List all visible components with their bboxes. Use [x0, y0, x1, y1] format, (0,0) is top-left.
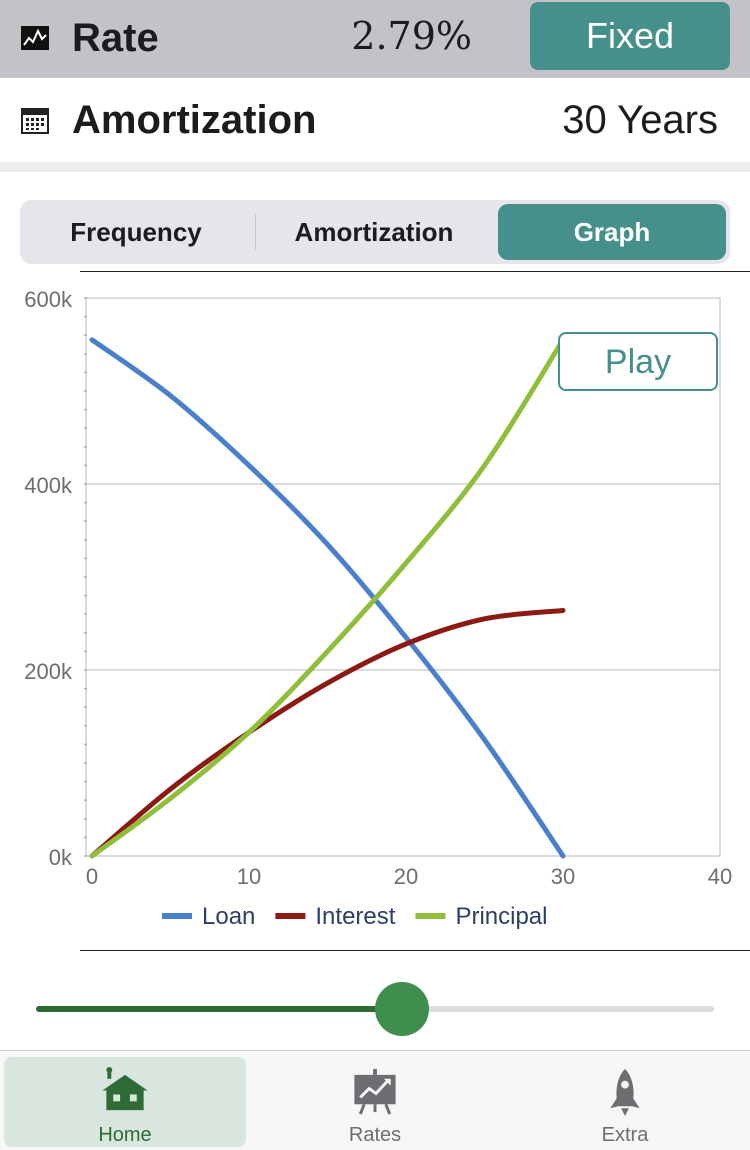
- tabbar-rates[interactable]: Rates: [254, 1057, 496, 1147]
- legend-label-interest: Interest: [315, 903, 395, 930]
- legend-swatch-loan: [162, 913, 192, 919]
- rate-row[interactable]: Rate 2.79% Fixed: [0, 0, 750, 78]
- y-tick-label: 400k: [24, 473, 73, 498]
- slider-fill: [36, 1006, 403, 1012]
- tabbar-rates-label: Rates: [348, 1124, 402, 1146]
- x-tick-label: 0: [86, 864, 98, 889]
- tabbar-home-label: Home: [98, 1124, 152, 1146]
- x-tick-label: 20: [394, 864, 418, 889]
- legend-label-principal: Principal: [455, 903, 547, 930]
- chart-top-rule: [80, 271, 750, 272]
- balance-chart: 0k 200k 400k 600k 0 10 20 30 40 Loan Interest Prin…: [24, 287, 732, 930]
- y-tick-label: 0k: [49, 845, 73, 870]
- x-tick-label: 30: [551, 864, 575, 889]
- rocket-icon: [610, 1068, 640, 1117]
- tab-frequency[interactable]: Frequency: [70, 216, 202, 247]
- line-chart-icon: [21, 26, 49, 50]
- legend-swatch-interest: [275, 913, 306, 919]
- play-button[interactable]: Play: [558, 332, 718, 391]
- y-tick-label: 600k: [24, 287, 73, 312]
- tabbar-extra[interactable]: Extra: [504, 1057, 746, 1147]
- segment-divider: [255, 214, 256, 250]
- amortization-value[interactable]: 30 Years: [562, 98, 718, 142]
- section-separator: [0, 162, 750, 172]
- legend-swatch-principal: [415, 913, 446, 919]
- series-line-loan: [89, 337, 566, 859]
- legend-label-loan: Loan: [202, 903, 255, 930]
- calendar-icon: [21, 108, 49, 134]
- tab-bar: Home Rates Extra: [0, 1050, 750, 1150]
- series-line-principal: [89, 337, 566, 859]
- amortization-row[interactable]: Amortization: [0, 78, 750, 162]
- rate-value[interactable]: 2.79%: [351, 14, 472, 58]
- slider-thumb[interactable]: [375, 982, 430, 1036]
- house-icon: [102, 1067, 148, 1111]
- amortization-label: Amortization: [72, 98, 317, 142]
- series-line-interest: [89, 607, 566, 859]
- x-tick-label: 40: [708, 864, 732, 889]
- chart-bottom-rule: [80, 950, 750, 951]
- rate-label: Rate: [72, 16, 159, 60]
- tabbar-home[interactable]: Home: [4, 1057, 246, 1147]
- presentation-chart-icon: [354, 1068, 396, 1115]
- fixed-button[interactable]: Fixed: [530, 2, 730, 70]
- tabbar-extra-label: Extra: [601, 1124, 649, 1146]
- y-tick-label: 200k: [24, 659, 73, 684]
- tab-graph[interactable]: Graph: [498, 204, 726, 260]
- x-tick-label: 10: [237, 864, 261, 889]
- tab-amortization[interactable]: Amortization: [294, 216, 454, 247]
- play-button-label: Play: [605, 343, 671, 381]
- view-segmented-control: Frequency Amortization Graph: [20, 200, 730, 264]
